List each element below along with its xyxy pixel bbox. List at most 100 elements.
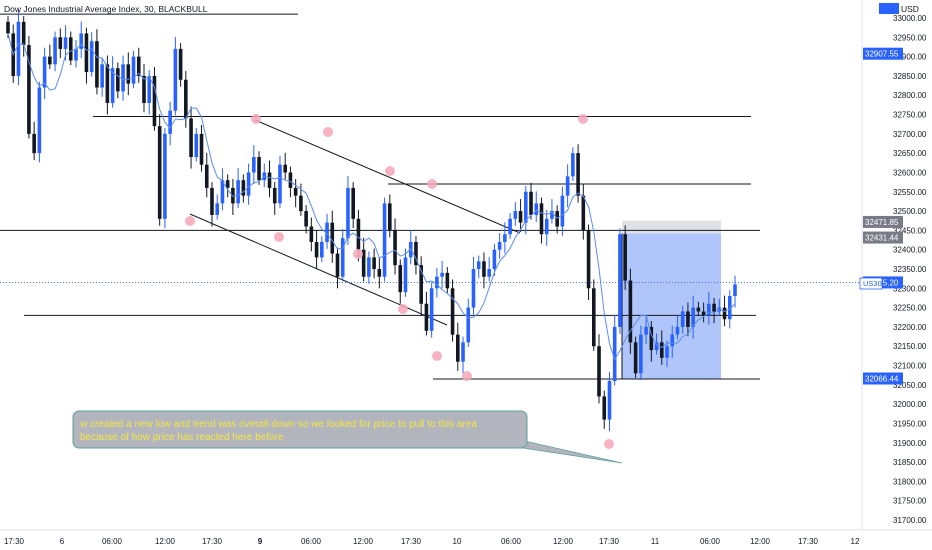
trend-line-upper[interactable] [254,119,521,234]
swing-point-marker[interactable] [398,304,408,314]
candle-body [591,288,596,347]
price-label-tag [863,372,903,385]
swing-point-marker[interactable] [353,249,363,259]
candle-body [215,203,220,215]
swing-markers[interactable] [185,114,614,449]
swing-point-marker[interactable] [462,371,472,381]
y-tick-label: 32850.00 [893,72,927,81]
target-zone[interactable] [622,233,721,380]
candle-body [623,234,627,281]
swing-point-marker[interactable] [185,216,195,226]
candle-body [204,164,209,188]
candle-body [560,195,565,227]
y-tick-label: 32100.00 [893,362,927,371]
candle-body [686,311,690,327]
horizontal-levels[interactable] [0,13,760,380]
candle-body [628,280,633,343]
candle-body [466,307,471,343]
candle-body [278,164,282,204]
candle-body [6,21,10,34]
candle-body [79,33,84,49]
y-tick-label: 32750.00 [893,111,927,120]
candle-body [408,241,413,258]
x-tick-label: 17:30 [401,537,422,546]
candle-body [618,234,622,327]
candle-body [414,241,418,266]
symbol-tag-group: US30 [859,277,883,290]
y-tick-label: 32300.00 [893,284,927,293]
candle-body [581,195,586,231]
candle-body [649,326,654,351]
candle-body [691,307,695,327]
price-axis[interactable]: 33000.00 32950.00 32900.00 32850.00 32800.00… [861,0,927,530]
top-price-tag [879,3,899,14]
candle-body [733,284,737,297]
candle-body [403,257,408,293]
swing-point-marker[interactable] [432,351,442,361]
candle-body [314,241,319,258]
x-tick-label: 06:00 [501,537,522,546]
y-tick-label: 32350.00 [893,265,927,274]
candle-body [398,265,403,293]
candles-layer [6,9,737,432]
currency-box[interactable]: USD [879,3,919,14]
swing-point-marker[interactable] [323,127,333,137]
note-box[interactable] [72,410,528,449]
swing-point-marker[interactable] [385,166,395,176]
candle-body [325,222,329,242]
candle-body [497,241,502,250]
x-tick-label: 06:00 [102,537,123,546]
candle-body [163,133,167,219]
candle-body [272,187,277,204]
position-zone[interactable] [621,220,721,380]
candle-body [539,203,544,235]
y-tick-label: 32400.00 [893,246,927,255]
y-tick-label: 32800.00 [893,91,927,100]
swing-point-marker[interactable] [604,439,614,449]
swing-point-marker[interactable] [427,179,437,189]
candle-body [544,218,549,235]
swing-point-marker[interactable] [251,114,261,124]
time-axis[interactable]: 17:30 6 06:00 12:00 17:30 9 06:00 12:00 17:30 10 0… [0,529,932,546]
swing-point-marker[interactable] [578,114,588,124]
y-tick-label: 32650.00 [893,149,927,158]
candle-body [597,346,601,397]
candle-body [602,396,607,420]
candle-body [304,211,308,227]
candle-body [16,21,21,76]
candle-body [136,56,141,76]
chart-title: Dow Jones Industrial Average Index, 30, … [4,4,208,14]
note-callout[interactable]: w created a new low and trend was overal… [72,410,623,464]
y-tick-label: 33000.00 [893,14,927,23]
candle-body [142,75,146,103]
x-tick-label: 06:00 [700,537,721,546]
candle-body [21,21,26,46]
candle-body [84,33,89,73]
candle-body [670,334,675,347]
candle-body [508,218,512,235]
x-tick-label: 17:30 [4,537,25,546]
price-label-text: 32066.44 [865,374,899,383]
candle-body [131,56,136,84]
candle-body [74,48,78,61]
candle-body [58,37,63,49]
swing-point-marker[interactable] [274,232,284,242]
candle-body [419,265,423,304]
candle-body [435,276,439,289]
y-tick-label: 32050.00 [893,381,927,390]
candle-body [283,164,288,173]
candle-body [105,64,110,103]
stop-zone[interactable] [622,220,721,234]
x-tick-label: 06:00 [301,537,322,546]
candle-body [351,187,355,219]
candle-body [100,64,104,88]
y-tick-label: 32150.00 [893,342,927,351]
candle-body [529,191,533,215]
x-tick-label: 17:30 [599,537,620,546]
candle-body [675,326,680,335]
candle-body [633,342,638,374]
candle-body [95,41,99,88]
candle-body [476,261,481,269]
candle-body [246,172,251,196]
